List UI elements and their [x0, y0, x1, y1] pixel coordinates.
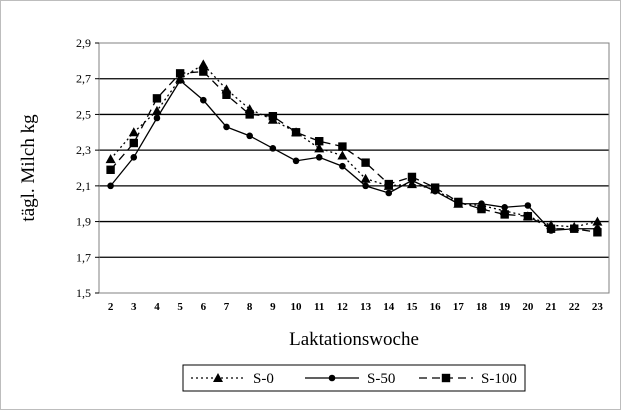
data-point — [200, 96, 207, 104]
legend: S-0 S-50 S-100 — [182, 364, 526, 392]
x-tick-label: 8 — [247, 301, 253, 313]
y-tick-label: 2,3 — [76, 143, 91, 157]
data-point — [198, 59, 209, 69]
data-point — [441, 373, 451, 383]
data-point — [151, 105, 162, 115]
data-point — [176, 77, 184, 84]
legend-label: S-50 — [367, 371, 395, 387]
data-point — [501, 203, 508, 211]
data-point — [199, 67, 208, 76]
data-point — [362, 182, 369, 190]
series-line — [110, 79, 598, 232]
x-tick-label: 22 — [569, 301, 581, 313]
data-point — [315, 137, 324, 146]
y-axis-ticks: 1,5 1,7 1,9 2,1 2,3 2,5 2,7 2,9 — [76, 36, 99, 300]
data-point — [546, 224, 556, 233]
y-axis-title: tägl. Milch kg — [18, 114, 39, 222]
data-point — [384, 179, 393, 189]
data-point — [175, 69, 185, 78]
data-point — [129, 138, 138, 148]
data-point — [269, 145, 277, 152]
data-point — [222, 90, 231, 99]
legend-entry: S-0 — [191, 371, 274, 387]
x-axis-ticks: 2 3 4 5 6 7 8 9 10 11 12 13 14 15 16 17 18 19 20 21 22 23 — [108, 301, 604, 313]
data-point — [315, 153, 323, 161]
series-line — [110, 70, 598, 233]
data-point — [361, 158, 370, 167]
data-point — [246, 132, 253, 140]
y-tick-label: 2,7 — [76, 72, 91, 86]
data-point — [592, 216, 603, 226]
x-tick-label: 6 — [201, 301, 207, 313]
x-tick-label: 17 — [453, 301, 465, 313]
series-s-50 — [107, 77, 601, 234]
legend-label: S-100 — [481, 371, 517, 387]
y-tick-label: 2,1 — [76, 179, 91, 193]
data-point — [213, 373, 223, 382]
data-point — [338, 142, 347, 151]
x-tick-label: 5 — [177, 301, 183, 313]
data-point — [360, 173, 371, 183]
x-tick-label: 20 — [522, 301, 534, 313]
data-point — [593, 228, 602, 237]
x-tick-label: 19 — [499, 301, 511, 313]
legend-entry: S-100 — [419, 371, 517, 387]
x-tick-label: 18 — [476, 301, 488, 313]
plot-area-border — [98, 42, 610, 294]
data-point — [292, 157, 300, 165]
y-tick-label: 2,9 — [76, 36, 91, 50]
data-point — [385, 189, 393, 197]
data-point — [500, 210, 509, 219]
data-point — [105, 154, 116, 164]
data-point — [339, 162, 346, 170]
x-axis-title: Laktationswoche — [289, 329, 419, 350]
x-tick-label: 15 — [406, 301, 418, 313]
data-point — [477, 204, 486, 214]
x-tick-label: 9 — [270, 301, 276, 313]
x-tick-label: 11 — [314, 301, 324, 313]
data-point — [570, 224, 579, 233]
y-tick-label: 1,9 — [76, 215, 91, 229]
series-s-100 — [106, 67, 602, 237]
x-tick-label: 3 — [131, 301, 137, 313]
legend-label: S-0 — [253, 371, 274, 387]
data-point — [152, 94, 162, 103]
y-tick-label: 1,5 — [76, 286, 91, 300]
series-line — [110, 63, 598, 228]
data-point — [328, 374, 336, 382]
x-tick-label: 7 — [224, 301, 230, 313]
x-tick-label: 14 — [383, 301, 395, 313]
gridlines — [99, 78, 609, 258]
data-point — [454, 197, 463, 207]
data-point — [107, 182, 114, 190]
data-point — [337, 150, 348, 160]
legend-entry: S-50 — [305, 371, 395, 387]
x-tick-label: 12 — [337, 301, 349, 313]
series-lines — [105, 59, 603, 237]
x-tick-label: 16 — [430, 301, 442, 313]
data-point — [130, 153, 138, 161]
x-tick-label: 13 — [360, 301, 372, 313]
data-point — [291, 128, 301, 137]
data-point — [223, 123, 230, 131]
data-point — [153, 114, 161, 122]
data-point — [314, 143, 325, 153]
data-point — [268, 112, 278, 121]
data-point — [128, 127, 139, 137]
data-point — [524, 202, 532, 209]
x-tick-label: 10 — [291, 301, 303, 313]
y-tick-label: 1,7 — [76, 250, 91, 264]
x-tick-label: 23 — [592, 301, 604, 313]
data-point — [245, 110, 254, 119]
y-tick-label: 2,5 — [76, 107, 91, 121]
data-point — [407, 172, 417, 182]
data-point — [106, 165, 115, 174]
data-point — [523, 212, 533, 221]
data-point — [430, 183, 440, 192]
x-tick-label: 4 — [154, 301, 160, 313]
x-tick-label: 21 — [546, 301, 557, 313]
x-tick-label: 2 — [108, 301, 114, 313]
